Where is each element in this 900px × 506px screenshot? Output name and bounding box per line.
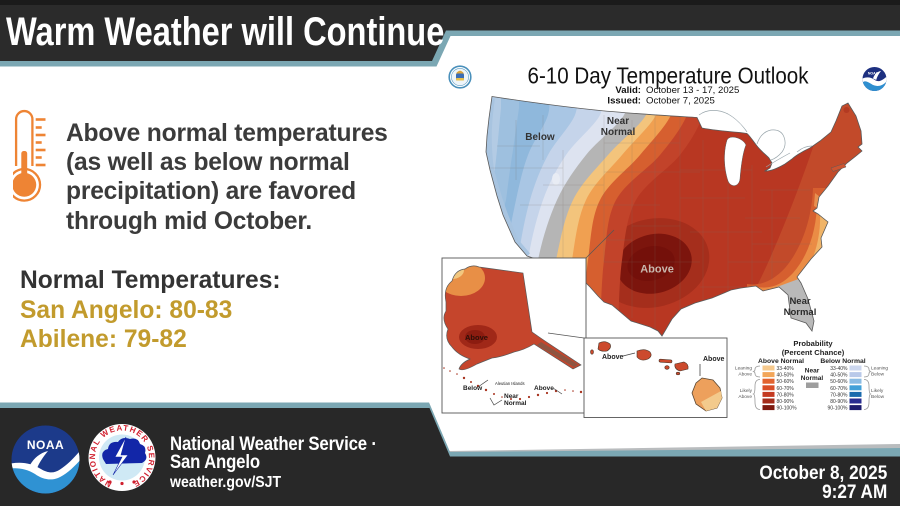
svg-text:Near: Near	[805, 368, 820, 375]
svg-text:Near: Near	[607, 116, 629, 127]
svg-text:60-70%: 60-70%	[777, 386, 795, 392]
svg-text:90-100%: 90-100%	[827, 406, 848, 412]
svg-text:Likely: Likely	[871, 388, 884, 394]
svg-text:Normal: Normal	[784, 307, 817, 318]
svg-text:Above: Above	[534, 385, 554, 392]
svg-text:Above: Above	[465, 333, 488, 342]
svg-text:Leaning: Leaning	[871, 366, 888, 372]
svg-text:October 13 - 17, 2025: October 13 - 17, 2025	[646, 85, 739, 96]
svg-text:Above: Above	[602, 354, 624, 361]
svg-text:(Percent Chance): (Percent Chance)	[782, 348, 845, 357]
svg-text:Below: Below	[871, 394, 885, 400]
svg-text:Above: Above	[703, 356, 725, 363]
svg-text:Below Normal: Below Normal	[820, 358, 865, 365]
svg-text:50-60%: 50-60%	[830, 379, 848, 385]
svg-text:70-80%: 70-80%	[777, 392, 795, 398]
svg-text:33-40%: 33-40%	[777, 366, 795, 372]
svg-text:80-90%: 80-90%	[777, 399, 795, 405]
svg-text:Likely: Likely	[740, 388, 753, 394]
svg-text:Leaning: Leaning	[735, 366, 752, 372]
svg-text:Probability: Probability	[793, 339, 833, 348]
svg-text:Above Normal: Above Normal	[758, 358, 804, 365]
svg-text:Above: Above	[640, 264, 674, 276]
svg-text:Below: Below	[463, 385, 483, 392]
svg-text:NOAA: NOAA	[27, 438, 64, 452]
svg-text:Normal: Normal	[601, 127, 636, 138]
svg-text:70-80%: 70-80%	[830, 392, 848, 398]
svg-text:NOAA: NOAA	[868, 72, 879, 76]
svg-text:33-40%: 33-40%	[830, 366, 848, 372]
svg-text:40-50%: 40-50%	[777, 373, 795, 379]
svg-text:90-100%: 90-100%	[777, 406, 798, 412]
svg-text:Above: Above	[738, 372, 752, 378]
svg-text:80-90%: 80-90%	[830, 399, 848, 405]
svg-text:60-70%: 60-70%	[830, 386, 848, 392]
svg-text:6-10 Day Temperature Outlook: 6-10 Day Temperature Outlook	[528, 63, 809, 89]
svg-text:Issued:: Issued:	[607, 96, 641, 107]
svg-text:Near: Near	[504, 393, 519, 400]
svg-text:Normal: Normal	[801, 375, 824, 382]
svg-text:Above: Above	[738, 394, 752, 400]
svg-text:October 7, 2025: October 7, 2025	[646, 96, 715, 107]
svg-text:40-50%: 40-50%	[830, 373, 848, 379]
svg-text:Below: Below	[871, 372, 885, 378]
svg-text:Near: Near	[789, 296, 810, 307]
svg-text:Valid:: Valid:	[615, 85, 641, 96]
svg-text:Normal: Normal	[504, 400, 527, 407]
svg-text:50-60%: 50-60%	[777, 379, 795, 385]
svg-text:Below: Below	[525, 132, 555, 143]
svg-text:Aleutian Islands: Aleutian Islands	[495, 381, 525, 386]
